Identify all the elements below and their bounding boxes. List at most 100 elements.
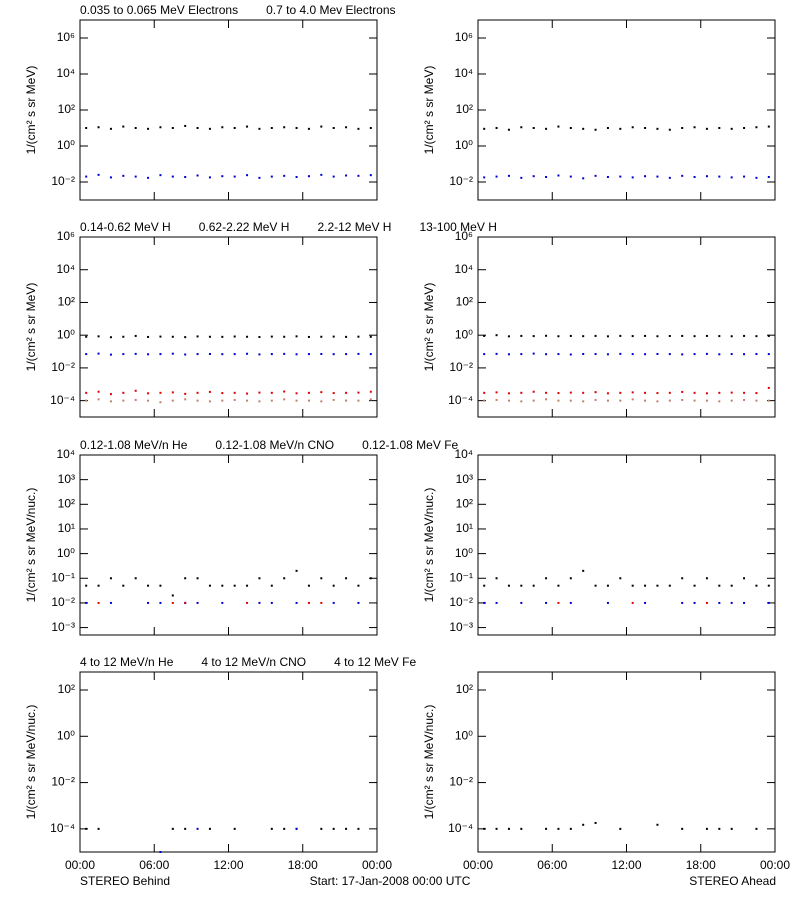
data-point bbox=[369, 577, 372, 580]
data-point bbox=[208, 335, 211, 338]
x-tick-label: 00:00 bbox=[362, 858, 392, 872]
data-point bbox=[171, 352, 174, 355]
data-point bbox=[159, 126, 162, 129]
data-point bbox=[594, 821, 597, 824]
data-point bbox=[705, 399, 708, 402]
data-point bbox=[668, 176, 671, 179]
y-tick-label: 10² bbox=[456, 682, 473, 696]
data-point bbox=[221, 601, 224, 604]
data-point bbox=[606, 399, 609, 402]
y-axis-title: 1/(cm² s sr MeV/nuc.) bbox=[422, 488, 436, 603]
data-point bbox=[159, 353, 162, 356]
plot-frame bbox=[477, 671, 776, 853]
data-point bbox=[246, 392, 249, 395]
data-point bbox=[495, 398, 498, 401]
data-point bbox=[357, 399, 360, 402]
data-point bbox=[483, 176, 486, 179]
data-point bbox=[320, 335, 323, 338]
data-point bbox=[147, 584, 150, 587]
data-point bbox=[221, 175, 224, 178]
data-point bbox=[332, 335, 335, 338]
data-point bbox=[507, 128, 510, 131]
data-point bbox=[705, 352, 708, 355]
data-point bbox=[208, 400, 211, 403]
y-tick-label: 10⁻⁴ bbox=[448, 393, 473, 407]
data-point bbox=[495, 577, 498, 580]
data-point bbox=[569, 577, 572, 580]
data-point bbox=[320, 400, 323, 403]
data-point bbox=[307, 399, 310, 402]
legend-label: 0.035 to 0.065 MeV Electrons bbox=[80, 3, 238, 17]
y-tick-label: 10³ bbox=[456, 472, 473, 486]
data-point bbox=[718, 175, 721, 178]
y-tick-label: 10⁰ bbox=[455, 327, 473, 341]
data-point bbox=[258, 577, 261, 580]
data-point bbox=[369, 174, 372, 177]
data-point bbox=[619, 399, 622, 402]
data-point bbox=[483, 827, 486, 830]
y-axis-title: 1/(cm² s sr MeV) bbox=[422, 283, 436, 372]
data-point bbox=[159, 851, 162, 853]
data-point bbox=[495, 175, 498, 178]
x-tick-label: 00:00 bbox=[760, 858, 790, 872]
data-point bbox=[283, 126, 286, 129]
data-point bbox=[718, 400, 721, 403]
y-tick-label: 10⁰ bbox=[57, 327, 75, 341]
data-point bbox=[755, 352, 758, 355]
y-tick-label: 10⁰ bbox=[57, 138, 75, 152]
data-point bbox=[184, 577, 187, 580]
data-point bbox=[85, 601, 88, 604]
footer-left: STEREO Behind bbox=[80, 874, 170, 888]
data-point bbox=[767, 584, 770, 587]
data-point bbox=[295, 601, 298, 604]
data-point bbox=[270, 399, 273, 402]
data-point bbox=[656, 352, 659, 355]
data-point bbox=[532, 335, 535, 338]
data-point bbox=[208, 584, 211, 587]
data-point bbox=[582, 127, 585, 130]
y-axis-title: 1/(cm² s sr MeV/nuc.) bbox=[24, 488, 38, 603]
data-point bbox=[109, 353, 112, 356]
data-point bbox=[582, 823, 585, 826]
data-point bbox=[557, 335, 560, 338]
data-point bbox=[320, 173, 323, 176]
data-point bbox=[545, 175, 548, 178]
plot-frame bbox=[79, 19, 378, 201]
y-tick-label: 10⁴ bbox=[56, 262, 75, 276]
data-point bbox=[357, 352, 360, 355]
data-point bbox=[184, 124, 187, 127]
data-point bbox=[283, 174, 286, 177]
data-point bbox=[246, 399, 249, 402]
data-point bbox=[295, 353, 298, 356]
data-point bbox=[369, 398, 372, 401]
data-point bbox=[743, 391, 746, 394]
data-point bbox=[233, 391, 236, 394]
data-point bbox=[483, 127, 486, 130]
data-point bbox=[743, 175, 746, 178]
y-tick-label: 10⁻² bbox=[51, 775, 75, 789]
data-point bbox=[109, 577, 112, 580]
data-point bbox=[656, 392, 659, 395]
data-point bbox=[594, 391, 597, 394]
data-point bbox=[270, 584, 273, 587]
data-point bbox=[755, 399, 758, 402]
y-tick-label: 10⁻¹ bbox=[51, 570, 75, 584]
data-point bbox=[307, 335, 310, 338]
data-point bbox=[606, 584, 609, 587]
data-point bbox=[221, 335, 224, 338]
data-point bbox=[483, 584, 486, 587]
data-point bbox=[171, 391, 174, 394]
data-point bbox=[221, 392, 224, 395]
data-point bbox=[147, 392, 150, 395]
y-tick-label: 10⁻² bbox=[51, 174, 75, 188]
data-point bbox=[507, 335, 510, 338]
data-point bbox=[532, 352, 535, 355]
y-tick-label: 10⁶ bbox=[57, 229, 75, 243]
data-point bbox=[520, 400, 523, 403]
data-point bbox=[122, 174, 125, 177]
data-point bbox=[569, 601, 572, 604]
data-point bbox=[246, 125, 249, 128]
data-point bbox=[532, 390, 535, 393]
data-point bbox=[668, 399, 671, 402]
y-tick-label: 10⁶ bbox=[455, 229, 473, 243]
